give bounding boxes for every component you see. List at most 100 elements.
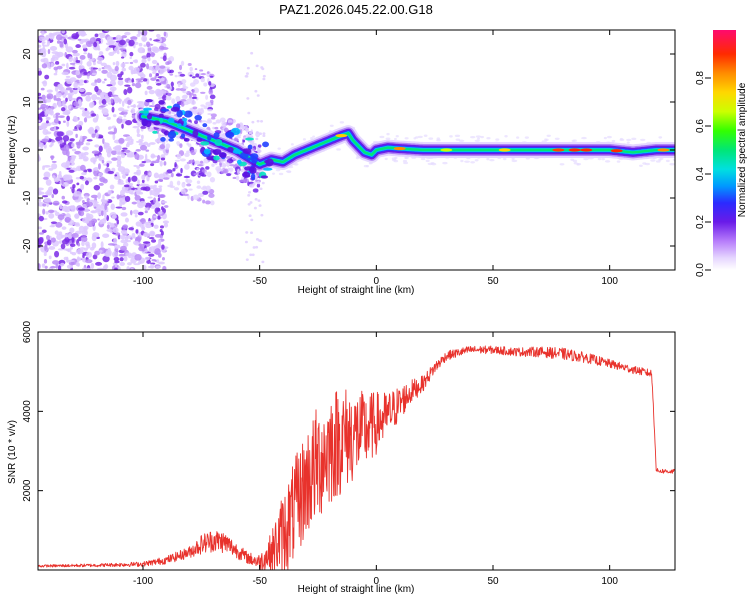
spectrogram-cell [75, 133, 78, 138]
spectrogram-cell [49, 225, 56, 228]
spectrogram-cell [98, 51, 104, 56]
spectrogram-cell [198, 172, 205, 177]
spectrogram-cell [55, 263, 59, 269]
spectrogram-cell [180, 167, 183, 174]
spectrogram-cell [38, 113, 45, 117]
spectrogram-cell [130, 267, 134, 270]
spectrogram-cell [253, 206, 257, 210]
spectrogram-cell [174, 159, 180, 162]
spectrogram-cell [103, 112, 109, 115]
spectrogram-cell [46, 40, 51, 46]
spectrogram-cell [59, 41, 64, 48]
spectrogram-cell [77, 98, 82, 105]
spectrogram-cell [95, 261, 103, 266]
spectrogram-cell [91, 94, 98, 101]
spectrogram-cell [51, 193, 55, 199]
spectrogram-cell [153, 197, 157, 204]
spectrogram-cell [159, 67, 165, 74]
spectrogram-cell [114, 174, 118, 177]
spectrogram-cell [80, 59, 83, 66]
spectrogram-cell [83, 110, 90, 117]
spectrogram-cell [430, 162, 435, 165]
spectrogram-cell [100, 92, 107, 96]
spectrogram-cell [71, 142, 75, 148]
spectrogram-cell [86, 214, 91, 219]
spectrogram-cell [203, 82, 208, 87]
spectrogram-cell [138, 246, 145, 252]
spectrogram-cell [66, 248, 70, 252]
spectrogram-cell [130, 237, 133, 240]
spectrogram-cell [127, 86, 133, 94]
spectrogram-cell [106, 224, 110, 230]
spectrogram-cell [121, 67, 127, 72]
spectrogram-cell [42, 203, 47, 207]
spectrogram-cell [38, 119, 41, 123]
spectrogram-cell [77, 207, 85, 211]
spectrogram-cell [404, 156, 408, 159]
spectrogram-cell [391, 157, 397, 160]
spectrogram-cell [107, 222, 112, 225]
spectrogram-cell [110, 223, 115, 228]
spectrogram-cell [162, 94, 167, 101]
spectrogram-cell [66, 167, 71, 170]
spectrogram-cell [98, 136, 104, 139]
spectrogram-cell [46, 189, 52, 196]
spectrogram-cell [470, 135, 476, 139]
spectrogram-cell [51, 163, 58, 170]
spectrogram-cell [161, 256, 165, 261]
spectrogram-cell [118, 253, 126, 257]
spectrogram-cell [163, 31, 167, 37]
spectrogram-cell [120, 56, 125, 59]
spectrogram-cell [117, 182, 125, 185]
spectrogram-cell [133, 263, 141, 266]
y-tick-label: 20 [22, 48, 33, 60]
spectrogram-cell [156, 33, 161, 38]
spectrogram-cell [255, 64, 259, 68]
ridge-cell [218, 152, 227, 158]
spectrogram-cell [61, 71, 69, 76]
spectrogram-cell [99, 249, 103, 253]
spectrogram-cell [67, 259, 75, 263]
spectrogram-cell [90, 66, 94, 74]
snr-series [38, 345, 675, 570]
spectrogram-cell [169, 180, 174, 187]
spectrogram-cell [154, 202, 161, 208]
spectrogram-cell [454, 134, 461, 138]
spectrogram-cell [98, 182, 104, 186]
spectrogram-cell [106, 229, 114, 232]
spectrogram-cell [134, 153, 140, 160]
spectrogram-cell [53, 72, 58, 76]
spectrogram-cell [248, 214, 252, 218]
ridge-cell [262, 141, 269, 148]
spectrogram-cell [502, 157, 507, 161]
spectrogram-cell [93, 41, 98, 48]
spectrogram-cell [88, 199, 93, 202]
spectrogram-cell [121, 51, 127, 58]
spectrogram-cell [603, 136, 607, 140]
spectrogram-cell [134, 59, 139, 64]
spectrogram-cell [63, 256, 69, 261]
ridge-cell [180, 133, 186, 139]
ridge-cell [153, 120, 161, 126]
spectrogram-cell [254, 198, 258, 201]
spectrogram-cell [150, 161, 158, 164]
spectrogram-cell [46, 234, 50, 241]
spectrogram-cell [76, 182, 80, 186]
spectrogram-cell [572, 159, 578, 163]
spectrogram-cell [83, 52, 87, 55]
spectrogram-cell [165, 95, 172, 101]
spectrogram-cell [38, 141, 43, 148]
spectrogram-cell [75, 177, 81, 180]
spectrogram-cell [143, 232, 150, 238]
ridge-cell [183, 110, 193, 118]
spectrogram-cell [155, 265, 161, 269]
spectrogram-cell [160, 157, 166, 161]
spectrogram-cell [63, 38, 68, 45]
spectrogram-cell [131, 232, 136, 238]
ridge-cell [139, 110, 149, 114]
spectrogram-cell [61, 200, 68, 204]
spectrogram-cell [120, 153, 126, 159]
spectrogram-cell [146, 63, 150, 70]
